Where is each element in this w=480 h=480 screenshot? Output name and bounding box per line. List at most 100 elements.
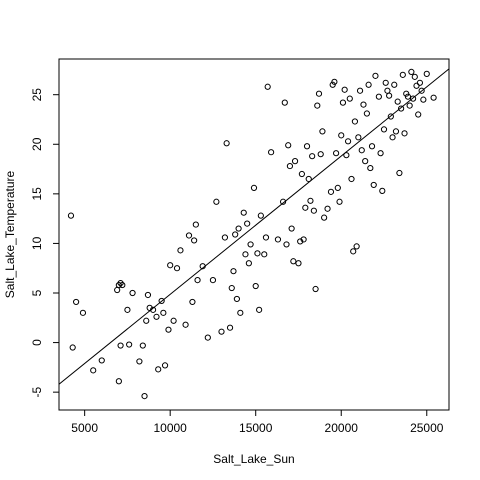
data-point bbox=[69, 344, 76, 351]
data-point bbox=[392, 128, 400, 135]
data-point bbox=[247, 241, 254, 248]
data-point bbox=[360, 101, 367, 108]
data-point bbox=[204, 334, 211, 341]
data-point bbox=[221, 234, 229, 241]
x-tick-label: 20000 bbox=[325, 421, 359, 435]
data-point bbox=[370, 181, 377, 189]
data-point bbox=[404, 93, 412, 100]
data-point bbox=[252, 282, 259, 290]
data-point bbox=[119, 281, 126, 289]
data-point bbox=[384, 87, 391, 94]
data-point bbox=[90, 367, 97, 374]
data-point bbox=[161, 362, 169, 369]
data-point bbox=[115, 378, 122, 385]
y-tick-label: -5 bbox=[30, 386, 44, 397]
data-point bbox=[189, 298, 196, 306]
data-point bbox=[228, 284, 235, 292]
data-point bbox=[262, 234, 270, 241]
data-point bbox=[256, 306, 263, 313]
data-point bbox=[346, 95, 353, 102]
data-point bbox=[295, 260, 302, 267]
y-axis-title: Salt_Lake_Temperature bbox=[3, 170, 17, 298]
data-point bbox=[309, 153, 316, 160]
y-axis: -5 0 5 10 15 20 25 bbox=[30, 88, 59, 397]
data-point bbox=[232, 231, 239, 238]
x-tick-label: 5000 bbox=[71, 421, 98, 435]
data-point bbox=[235, 225, 242, 232]
data-point bbox=[158, 297, 165, 305]
data-point bbox=[213, 198, 220, 205]
data-point bbox=[314, 102, 321, 109]
data-point bbox=[305, 175, 312, 183]
data-point bbox=[430, 94, 437, 101]
data-point bbox=[290, 258, 297, 265]
data-point bbox=[124, 306, 131, 313]
data-point bbox=[339, 99, 347, 106]
data-point bbox=[185, 232, 193, 239]
data-point bbox=[307, 197, 314, 204]
data-point bbox=[362, 158, 369, 165]
data-point bbox=[416, 79, 424, 86]
data-point bbox=[117, 342, 124, 349]
data-point bbox=[114, 286, 121, 294]
data-point bbox=[399, 71, 406, 78]
data-point bbox=[324, 205, 331, 212]
data-point bbox=[401, 130, 408, 137]
data-point bbox=[351, 118, 359, 125]
data-point bbox=[420, 96, 427, 103]
data-point bbox=[317, 151, 324, 158]
data-point bbox=[302, 204, 309, 211]
data-point bbox=[423, 70, 430, 77]
x-axis-title: Salt_Lake_Sun bbox=[213, 452, 294, 466]
data-point bbox=[334, 184, 341, 191]
data-point bbox=[279, 198, 287, 205]
y-tick-label: 15 bbox=[30, 187, 44, 201]
data-point bbox=[141, 393, 148, 400]
data-point bbox=[327, 188, 335, 195]
data-point bbox=[394, 98, 401, 105]
data-point bbox=[73, 298, 80, 306]
data-point bbox=[312, 285, 319, 293]
data-point bbox=[300, 236, 307, 243]
data-point bbox=[173, 265, 181, 272]
data-point bbox=[391, 81, 398, 88]
data-point bbox=[382, 79, 389, 86]
data-point bbox=[350, 248, 357, 255]
data-point bbox=[367, 164, 374, 172]
data-point bbox=[98, 357, 105, 364]
data-point bbox=[411, 73, 418, 80]
data-point bbox=[144, 291, 152, 299]
data-point bbox=[285, 142, 292, 149]
data-point bbox=[143, 317, 150, 324]
plot-frame bbox=[58, 58, 450, 411]
data-point bbox=[129, 289, 136, 297]
data-point bbox=[288, 225, 295, 232]
data-point bbox=[192, 221, 199, 228]
y-tick-label: 25 bbox=[30, 88, 44, 102]
data-point bbox=[254, 250, 261, 257]
data-point bbox=[274, 236, 282, 243]
y-tick-label: 5 bbox=[30, 289, 44, 296]
data-point bbox=[315, 90, 323, 97]
data-point bbox=[396, 169, 403, 177]
data-point bbox=[341, 86, 348, 93]
data-point bbox=[226, 324, 234, 331]
data-point bbox=[223, 140, 230, 147]
data-point bbox=[194, 277, 201, 284]
data-point bbox=[386, 92, 393, 99]
data-point bbox=[170, 317, 177, 324]
data-point bbox=[298, 170, 305, 178]
data-point bbox=[245, 260, 252, 267]
data-point bbox=[165, 326, 172, 333]
data-point bbox=[261, 251, 268, 258]
data-point bbox=[344, 138, 352, 145]
data-point bbox=[338, 132, 345, 139]
data-point bbox=[242, 251, 249, 258]
data-point bbox=[358, 147, 365, 154]
data-point bbox=[343, 152, 350, 159]
data-point bbox=[333, 150, 340, 157]
data-point bbox=[356, 87, 364, 94]
data-point bbox=[155, 366, 162, 373]
data-point bbox=[167, 262, 174, 269]
